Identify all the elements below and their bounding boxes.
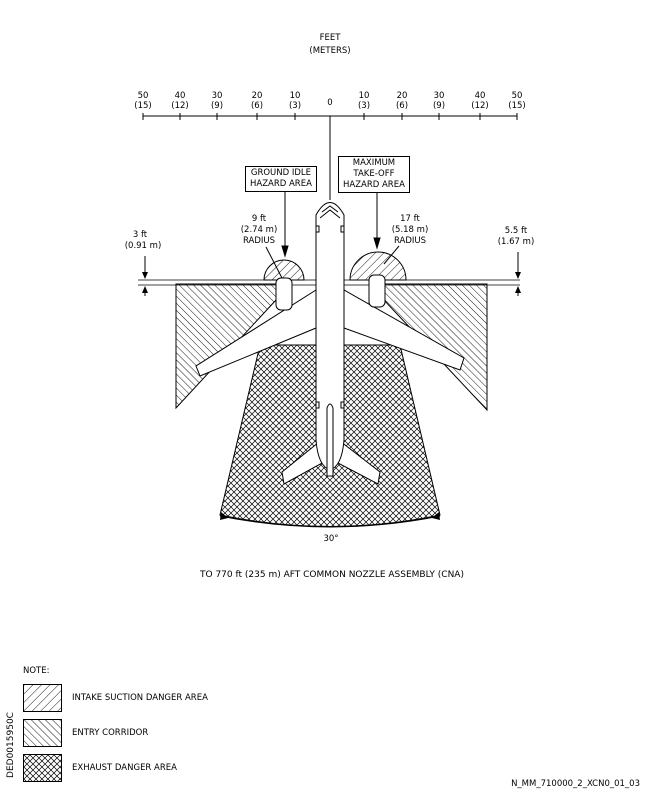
- ground-idle-callout: GROUND IDLE HAZARD AREA: [245, 166, 317, 192]
- left-offset-ft: 3 ft: [132, 230, 148, 240]
- tick-label-m: (9): [432, 101, 446, 111]
- tick-label-m: (12): [171, 101, 189, 111]
- tick-label-ft: 50: [511, 91, 523, 101]
- entry-swatch: [23, 719, 62, 747]
- right-radius-m: (5.18 m): [391, 225, 429, 235]
- tick-label-ft: 30: [211, 91, 223, 101]
- tick-label-ft: 40: [174, 91, 186, 101]
- tick-label-ft: 50: [137, 91, 149, 101]
- tick-label-m: (6): [250, 101, 264, 111]
- tick-label-ft: 40: [474, 91, 486, 101]
- left-engine: [275, 277, 293, 311]
- legend-label-exhaust: EXHAUST DANGER AREA: [72, 763, 177, 773]
- footer-code: N_MM_710000_2_XCN0_01_03: [511, 779, 640, 789]
- tick-label-ft: 30: [433, 91, 445, 101]
- right-offset-dimension: [515, 252, 521, 296]
- vertical-fin: [326, 403, 334, 477]
- legend-label-intake: INTAKE SUCTION DANGER AREA: [72, 693, 208, 703]
- left-radius-label: RADIUS: [242, 236, 276, 246]
- right-radius-ft: 17 ft: [400, 214, 420, 224]
- legend-item-intake: INTAKE SUCTION DANGER AREA: [23, 684, 208, 712]
- max-takeoff-line1: MAXIMUM: [352, 158, 396, 168]
- legend-title: NOTE:: [23, 666, 50, 676]
- legend-item-entry: ENTRY CORRIDOR: [23, 719, 148, 747]
- angle-label: 30°: [323, 534, 339, 544]
- scale-subtitle: (METERS): [309, 46, 351, 56]
- ground-idle-line2: HAZARD AREA: [250, 179, 312, 189]
- right-engine: [368, 274, 386, 308]
- tick-label-m: (12): [471, 101, 489, 111]
- tick-label-ft: 0: [327, 98, 333, 108]
- tick-label-m: (3): [357, 101, 371, 111]
- scale-title: FEET: [319, 33, 341, 43]
- tick-label-ft: 10: [289, 91, 301, 101]
- legend-label-entry: ENTRY CORRIDOR: [72, 728, 149, 738]
- intake-area-left: [263, 259, 305, 281]
- left-radius-ft: 9 ft: [251, 214, 267, 224]
- right-radius-label: RADIUS: [393, 236, 427, 246]
- tick-label-m: (15): [508, 101, 526, 111]
- fuselage: [315, 202, 345, 471]
- tick-label-m: (9): [210, 101, 224, 111]
- max-takeoff-line2: TAKE-OFF: [353, 169, 395, 179]
- ground-idle-line1: GROUND IDLE: [250, 168, 312, 178]
- tick-label-ft: 20: [396, 91, 408, 101]
- intake-swatch: [23, 684, 62, 712]
- tick-label-m: (3): [288, 101, 302, 111]
- exhaust-swatch: [23, 754, 62, 782]
- intake-area-right: [349, 251, 407, 281]
- legend-item-exhaust: EXHAUST DANGER AREA: [23, 754, 177, 782]
- aft-distance-label: TO 770 ft (235 m) AFT COMMON NOZZLE ASSE…: [200, 570, 464, 580]
- tick-label-m: (15): [134, 101, 152, 111]
- max-takeoff-callout: MAXIMUM TAKE-OFF HAZARD AREA: [338, 156, 410, 193]
- left-radius-m: (2.74 m): [240, 225, 278, 235]
- max-takeoff-line3: HAZARD AREA: [343, 180, 405, 190]
- right-offset-m: (1.67 m): [497, 237, 535, 247]
- callout-leaders: [265, 192, 400, 279]
- left-offset-m: (0.91 m): [124, 241, 162, 251]
- tick-label-ft: 10: [358, 91, 370, 101]
- aircraft: [195, 202, 465, 485]
- left-offset-dimension: [142, 256, 148, 296]
- right-offset-ft: 5.5 ft: [504, 226, 528, 236]
- side-code: DED0015950C: [5, 712, 16, 778]
- tick-label-m: (6): [395, 101, 409, 111]
- scale-bar: [142, 113, 518, 200]
- tick-label-ft: 20: [251, 91, 263, 101]
- angle-arc: [219, 512, 441, 528]
